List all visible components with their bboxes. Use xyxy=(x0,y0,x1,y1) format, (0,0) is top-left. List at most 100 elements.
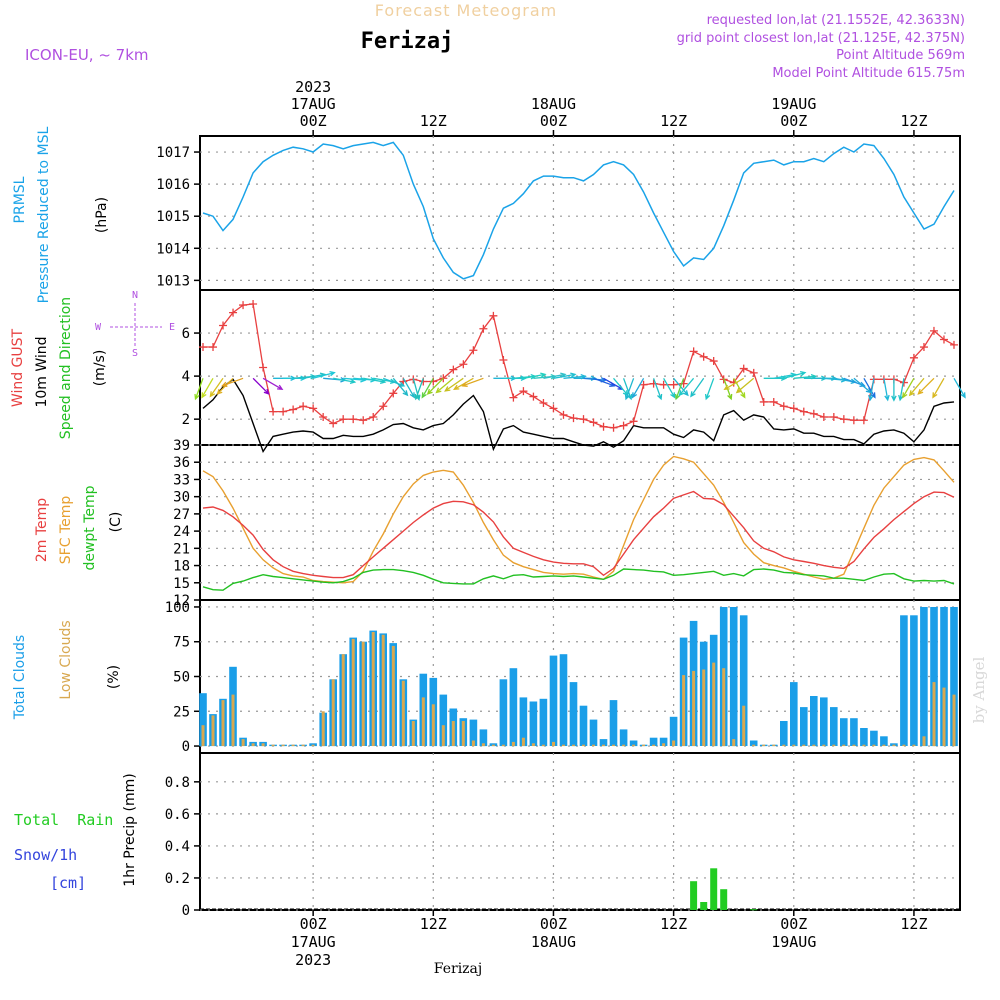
total-clouds-bar xyxy=(840,718,848,746)
gust-point xyxy=(589,418,598,427)
top-time-label: 00Z xyxy=(300,112,327,130)
wind-direction-arrow xyxy=(902,377,915,399)
total-clouds-bar xyxy=(529,701,538,746)
low-clouds-bar xyxy=(852,744,856,747)
wind-direction-arrow xyxy=(953,377,966,399)
gust-point xyxy=(229,308,238,317)
wind-direction-arrow xyxy=(201,377,214,399)
gust-point xyxy=(519,387,528,396)
pressure-ylabel-1: PRMSL xyxy=(12,176,28,223)
wind-compass: N S W E xyxy=(95,290,175,359)
total-clouds-bar xyxy=(940,607,948,747)
bottom-time-label: 00Z xyxy=(300,915,327,933)
precip-tick-label: 0.4 xyxy=(165,839,190,855)
precip-rain-bar xyxy=(720,889,728,910)
clouds-tick-label: 100 xyxy=(165,600,190,616)
wind-direction-arrow xyxy=(723,377,745,391)
low-clouds-ylabel: Low Clouds xyxy=(58,620,74,699)
snow-legend: Snow/1h xyxy=(14,846,77,864)
gust-point xyxy=(369,413,378,422)
precip-ylabel: 1hr Precip (mm) xyxy=(122,773,138,886)
wind-direction-arrow xyxy=(891,378,897,402)
low-clouds-bar xyxy=(371,632,375,747)
low-clouds-bar xyxy=(481,743,485,747)
bottom-time-label: 12Z xyxy=(660,915,687,933)
gust-point xyxy=(839,415,848,424)
total-clouds-bar xyxy=(729,607,738,747)
low-clouds-bar xyxy=(461,721,465,746)
pressure-frame xyxy=(199,135,961,291)
total-clouds-bar xyxy=(780,721,788,746)
clouds-tick-label: 0 xyxy=(182,739,190,755)
low-clouds-bar xyxy=(521,737,525,746)
total-clouds-bar xyxy=(569,682,578,747)
low-clouds-bar xyxy=(632,744,636,747)
wind-direction-arrow xyxy=(613,377,629,397)
bottom-time-label: 00Z xyxy=(540,915,567,933)
clouds-tick-label: 50 xyxy=(173,670,190,686)
wind-direction-arrow xyxy=(392,377,409,397)
wind-direction-arrow xyxy=(435,377,454,394)
top-year-label: 2023 xyxy=(295,78,331,96)
low-clouds-bar xyxy=(822,744,826,747)
gust-point xyxy=(329,419,338,428)
total-clouds-bar xyxy=(649,737,658,746)
pressure-tick-label: 1013 xyxy=(156,273,190,289)
bottom-time-label: 12Z xyxy=(900,915,927,933)
gust-point xyxy=(579,415,588,424)
temp-tick-label: 39 xyxy=(173,438,190,454)
low-clouds-bar xyxy=(642,744,646,747)
gust-point xyxy=(819,413,828,422)
low-clouds-bar xyxy=(792,744,796,747)
low-clouds-bar xyxy=(531,743,535,747)
wind-direction-arrow xyxy=(733,377,746,399)
low-clouds-bar xyxy=(291,744,295,747)
low-clouds-bar xyxy=(341,654,345,746)
gust-point xyxy=(309,404,318,413)
total-clouds-bar xyxy=(619,729,628,747)
wind-direction-arrow xyxy=(678,377,695,397)
pressure-unit: (hPa) xyxy=(94,197,110,233)
total-clouds-bar xyxy=(519,697,528,747)
compass-south: S xyxy=(132,348,138,359)
bottom-date-label: 18AUG xyxy=(531,933,576,951)
grid-point-coords: grid point closest lon,lat (21.125E, 42.… xyxy=(677,31,965,46)
gust-point xyxy=(389,389,398,398)
dew-ylabel: dewpt Temp xyxy=(82,485,98,570)
gust-point xyxy=(639,380,648,389)
low-clouds-bar xyxy=(451,721,455,746)
low-clouds-bar xyxy=(592,744,595,747)
pressure-tick-label: 1016 xyxy=(156,177,190,193)
low-clouds-bar xyxy=(842,744,846,747)
precip-tick-label: 0 xyxy=(182,903,190,919)
low-clouds-bar xyxy=(541,744,545,747)
gust-point xyxy=(379,402,388,411)
low-clouds-bar xyxy=(692,670,696,746)
wind-direction-arrow xyxy=(917,377,935,395)
wind-direction-arrow xyxy=(262,377,284,391)
clouds-tick-label: 75 xyxy=(173,635,190,651)
precip-rain-bar xyxy=(690,881,698,910)
low-clouds-bar xyxy=(311,744,315,747)
wind-direction-arrow xyxy=(868,378,875,402)
gust-point xyxy=(279,407,288,416)
gust-point xyxy=(479,324,488,333)
precip-frame xyxy=(199,752,961,911)
low-clouds-bar xyxy=(251,743,255,747)
clouds-tick-label: 25 xyxy=(173,704,190,720)
wind-direction-arrow xyxy=(603,377,624,391)
pressure-tick-label: 1017 xyxy=(156,145,190,161)
gust-point xyxy=(199,343,208,352)
low-clouds-bar xyxy=(281,744,285,747)
low-clouds-bar xyxy=(752,744,756,747)
top-time-label: 12Z xyxy=(900,112,927,130)
wind-direction-arrow xyxy=(553,372,577,379)
gust-point xyxy=(849,416,858,425)
wind-direction-arrow xyxy=(421,377,434,399)
total-clouds-bar xyxy=(479,729,488,747)
wind-tick-label: 2 xyxy=(182,412,190,428)
temp-tick-label: 33 xyxy=(173,472,190,488)
gust-point xyxy=(439,374,448,383)
total-clouds-bar xyxy=(890,743,898,747)
gust-point xyxy=(919,343,928,352)
